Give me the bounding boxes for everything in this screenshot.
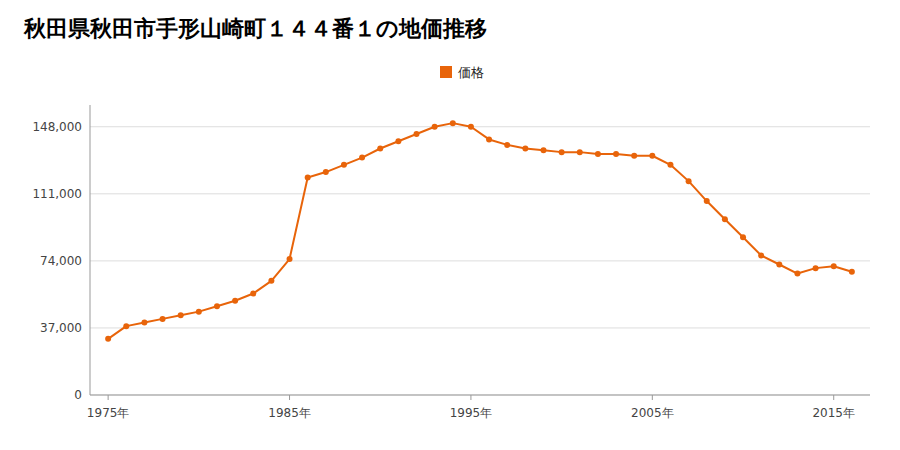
point <box>540 147 546 153</box>
point <box>359 155 365 161</box>
point <box>704 198 710 204</box>
point <box>577 149 583 155</box>
y-tick-label: 37,000 <box>40 321 82 335</box>
point <box>414 131 420 137</box>
y-tick-label: 111,000 <box>32 187 82 201</box>
point <box>794 271 800 277</box>
grid-line <box>90 395 870 396</box>
point <box>559 149 565 155</box>
point <box>831 263 837 269</box>
plot-area <box>105 120 855 342</box>
x-tick <box>833 395 834 400</box>
point <box>160 316 166 322</box>
grid-line <box>90 193 870 194</box>
x-tick <box>470 395 471 400</box>
x-axis-line <box>90 395 870 396</box>
legend-label: 価格 <box>458 65 484 80</box>
point <box>649 153 655 159</box>
line <box>108 123 852 339</box>
point <box>287 256 293 262</box>
point <box>468 124 474 130</box>
x-tick-label: 1985年 <box>268 406 311 420</box>
point <box>141 320 147 326</box>
y-tick-label: 0 <box>74 388 82 402</box>
x-tick <box>108 395 109 400</box>
point <box>758 252 764 258</box>
y-tick-label: 74,000 <box>40 254 82 268</box>
x-axis: 1975年 1985年 1995年 2005年 2015年 <box>87 395 855 420</box>
x-tick-label: 2005年 <box>631 406 674 420</box>
point <box>813 265 819 271</box>
point <box>305 175 311 181</box>
point <box>323 169 329 175</box>
point <box>268 278 274 284</box>
point <box>232 298 238 304</box>
x-tick <box>289 395 290 400</box>
legend: 価格 <box>440 65 484 80</box>
title: 秋田県秋田市手形山崎町１４４番１の地価推移 <box>23 16 487 41</box>
x-tick <box>652 395 653 400</box>
x-tick-label: 1975年 <box>87 406 130 420</box>
point <box>250 291 256 297</box>
point <box>432 124 438 130</box>
point <box>123 323 129 329</box>
chart: 秋田県秋田市手形山崎町１４４番１の地価推移 0 37,000 74,000 111,00… <box>0 0 900 450</box>
point <box>686 178 692 184</box>
y-axis: 0 37,000 74,000 111,000 148,000 <box>32 120 870 402</box>
grid-line <box>90 126 870 127</box>
grid-line <box>90 260 870 261</box>
point <box>377 146 383 152</box>
point <box>740 234 746 240</box>
point <box>522 146 528 152</box>
point <box>395 138 401 144</box>
point <box>450 120 456 126</box>
x-tick-label: 2015年 <box>812 406 855 420</box>
grid-line <box>90 327 870 328</box>
x-tick-label: 1995年 <box>450 406 493 420</box>
point <box>849 269 855 275</box>
point <box>613 151 619 157</box>
point <box>178 312 184 318</box>
point <box>196 309 202 315</box>
point <box>595 151 601 157</box>
point <box>105 336 111 342</box>
point <box>776 262 782 268</box>
legend-swatch <box>440 66 452 78</box>
point <box>631 153 637 159</box>
y-tick-label: 148,000 <box>32 120 82 134</box>
point <box>486 136 492 142</box>
point <box>214 303 220 309</box>
point <box>667 162 673 168</box>
point <box>722 216 728 222</box>
point <box>504 142 510 148</box>
y-axis-line <box>90 105 91 395</box>
point <box>341 162 347 168</box>
